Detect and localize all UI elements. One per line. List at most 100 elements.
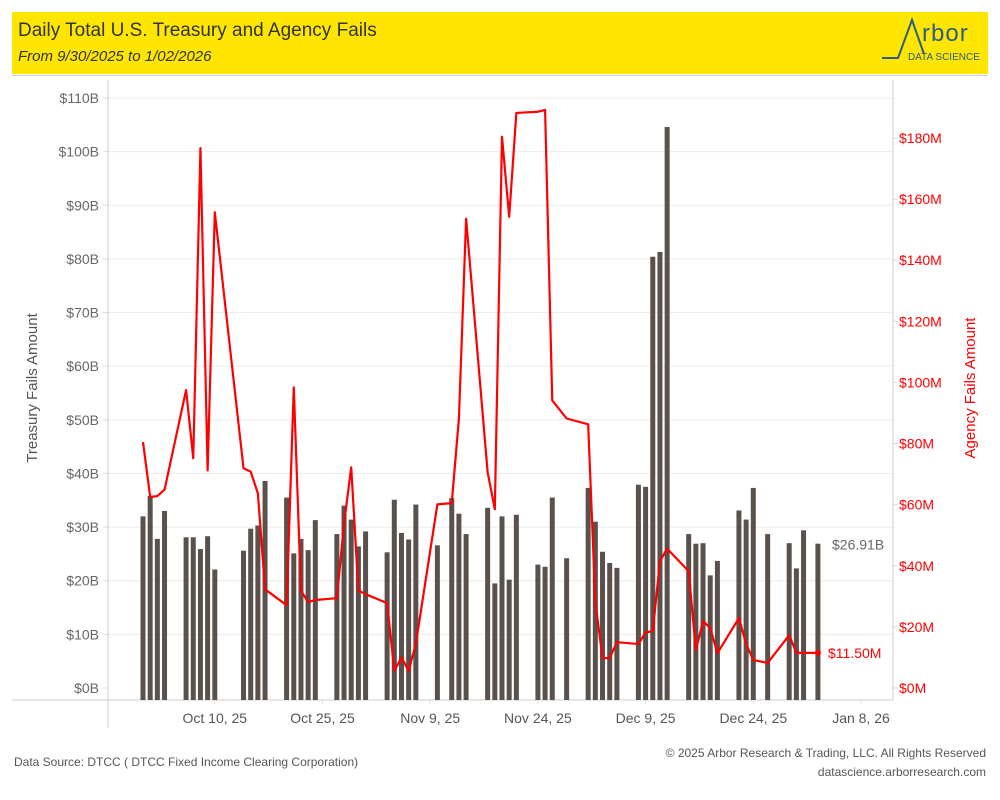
right-tick-label: $80M (899, 436, 934, 452)
treasury-bar (384, 552, 390, 700)
left-tick-label: $40B (66, 465, 99, 481)
logo-subtitle: DATA SCIENCE (908, 52, 980, 63)
treasury-bar (714, 560, 720, 700)
treasury-bar (205, 536, 211, 700)
treasury-bar (413, 504, 419, 700)
treasury-bar (650, 256, 656, 700)
right-tick-label: $100M (899, 374, 942, 390)
treasury-bar (736, 510, 742, 700)
chart-title: Daily Total U.S. Treasury and Agency Fai… (18, 20, 377, 41)
treasury-bar (585, 487, 591, 700)
x-tick-label: Oct 10, 25 (183, 710, 248, 726)
treasury-bar (255, 525, 261, 700)
treasury-bar (341, 505, 347, 700)
treasury-bar (147, 495, 153, 700)
treasury-bar (183, 537, 189, 700)
logo-word: rbor (922, 20, 969, 47)
treasury-bar (815, 543, 821, 700)
treasury-bar (190, 537, 196, 700)
treasury-bar (801, 530, 807, 700)
left-tick-label: $30B (66, 519, 99, 535)
treasury-bar (643, 486, 649, 700)
treasury-bar (686, 534, 692, 700)
treasury-bar (140, 516, 146, 700)
treasury-bar (154, 538, 160, 700)
treasury-bar (241, 550, 247, 700)
chart-header: Daily Total U.S. Treasury and Agency Fai… (12, 12, 988, 74)
treasury-bar (348, 519, 354, 700)
treasury-bar (693, 543, 699, 700)
left-tick-label: $80B (66, 251, 99, 267)
treasury-last-value-label: $26.91B (832, 537, 884, 553)
treasury-bar (406, 539, 412, 700)
agency-line (141, 108, 821, 672)
right-tick-label: $120M (899, 313, 942, 329)
treasury-bar (298, 538, 304, 700)
treasury-bar (162, 511, 168, 700)
treasury-bar (291, 553, 297, 700)
treasury-bar (248, 528, 254, 700)
treasury-bar (592, 521, 598, 700)
treasury-bar (355, 546, 361, 700)
left-tick-label: $60B (66, 358, 99, 374)
left-tick-label: $20B (66, 573, 99, 589)
right-tick-label: $180M (899, 130, 942, 146)
treasury-bar (334, 534, 340, 700)
left-tick-label: $50B (66, 412, 99, 428)
treasury-bar (750, 487, 756, 700)
treasury-bar (485, 507, 491, 700)
treasury-bar (765, 534, 771, 700)
header-divider (12, 75, 988, 76)
treasury-bar (664, 126, 670, 701)
treasury-bar (212, 569, 218, 700)
left-tick-label: $110B (60, 90, 99, 106)
data-source: Data Source: DTCC ( DTCC Fixed Income Cl… (14, 755, 359, 769)
treasury-bar (786, 543, 792, 700)
left-tick-label: $90B (66, 197, 99, 213)
right-tick-label: $160M (899, 191, 942, 207)
treasury-bar (564, 558, 570, 700)
x-tick-label: Oct 25, 25 (290, 710, 355, 726)
treasury-bar (513, 514, 519, 700)
treasury-bar (398, 532, 404, 700)
treasury-bar (707, 575, 713, 700)
x-tick-label: Nov 24, 25 (504, 710, 572, 726)
x-tick-label: Dec 24, 25 (719, 710, 787, 726)
right-tick-label: $140M (899, 252, 942, 268)
treasury-bar (463, 534, 469, 700)
treasury-bar (305, 550, 311, 700)
treasury-bar (506, 579, 512, 700)
agency-line-path (141, 108, 818, 672)
treasury-bar (600, 551, 606, 700)
left-tick-label: $10B (66, 626, 99, 642)
treasury-bar (391, 499, 397, 700)
treasury-bar (312, 520, 318, 700)
right-tick-label: $0M (899, 680, 926, 696)
arbor-logo-mark-icon (882, 17, 925, 59)
treasury-bar (535, 564, 541, 700)
website-link[interactable]: datascience.arborresearch.com (817, 765, 986, 779)
chart-subtitle: From 9/30/2025 to 1/02/2026 (18, 48, 212, 65)
agency-last-value-label: $11.50M (828, 645, 881, 661)
x-tick-label: Dec 9, 25 (616, 710, 676, 726)
left-tick-label: $0B (74, 680, 99, 696)
axis-labels: $0B $10B $20B $30B $40B $50B $60B $70B $80B $90B $… (24, 90, 979, 726)
right-axis-title: Agency Fails Amount (962, 317, 979, 459)
agency-last-point (814, 649, 821, 656)
right-tick-label: $20M (899, 619, 934, 635)
right-tick-label: $40M (899, 558, 934, 574)
treasury-bar (657, 251, 663, 700)
arbor-logo: rbor DATA SCIENCE (878, 14, 988, 72)
treasury-bar (434, 545, 440, 700)
left-tick-label: $70B (66, 305, 99, 321)
treasury-bar (635, 484, 641, 700)
right-tick-label: $60M (899, 497, 934, 513)
treasury-bar (607, 563, 613, 700)
left-axis-title: Treasury Fails Amount (24, 312, 41, 462)
treasury-bar (492, 583, 498, 700)
treasury-bar (549, 497, 555, 700)
copyright: © 2025 Arbor Research & Trading, LLC. Al… (665, 746, 986, 760)
treasury-bars (140, 126, 821, 701)
treasury-bar (449, 498, 455, 700)
treasury-bar (743, 519, 749, 700)
